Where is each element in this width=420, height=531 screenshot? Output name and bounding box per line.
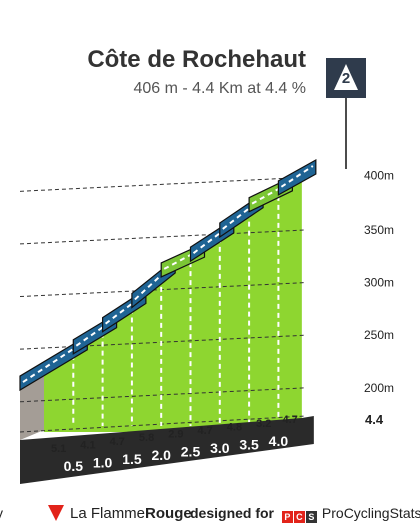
category-number: 2 bbox=[341, 70, 351, 87]
distance-label-1.0: 1.0 bbox=[93, 454, 113, 470]
gridline-200 bbox=[19, 387, 306, 403]
distance-label-3.5: 3.5 bbox=[239, 436, 259, 452]
gradient-label-2: 4.7 bbox=[110, 436, 125, 448]
gridline-base bbox=[19, 415, 306, 433]
gridline-300 bbox=[19, 282, 306, 298]
category-badge: 2 bbox=[326, 58, 366, 98]
brand-accent: Rouge bbox=[145, 505, 192, 522]
elevation-labels: 400m 350m 300m 250m 200m bbox=[364, 168, 394, 394]
gridline-400 bbox=[19, 176, 306, 192]
gradient-label-7: 3.2 bbox=[256, 418, 271, 430]
pcs-letter-s: S bbox=[305, 511, 317, 523]
elevation-label-300: 300m bbox=[364, 276, 394, 290]
km-dividers bbox=[72, 195, 280, 426]
gradient-label-0: 5.1 bbox=[51, 443, 66, 455]
gradient-label-3: 5.8 bbox=[139, 432, 154, 444]
pcs-name: ProCyclingStats bbox=[321, 505, 420, 521]
flame-icon bbox=[48, 505, 64, 521]
strip-face bbox=[20, 416, 314, 484]
pcs-letter-p: P bbox=[281, 511, 293, 523]
gradient-label-6: 4.8 bbox=[227, 421, 242, 433]
mountain-icon bbox=[334, 64, 358, 90]
profile-side bbox=[20, 373, 44, 440]
designed-for-label: designed for bbox=[190, 505, 275, 521]
distance-labels: 0.5 1.0 1.5 2.0 2.5 3.0 3.5 4.0 4.4 bbox=[64, 412, 384, 474]
distance-label-2.5: 2.5 bbox=[181, 444, 201, 460]
elevation-label-200: 200m bbox=[364, 381, 394, 395]
climb-subtitle: 406 m - 4.4 Km at 4.4 % bbox=[133, 80, 306, 97]
gridline-350 bbox=[19, 229, 306, 245]
elevation-label-350: 350m bbox=[364, 223, 394, 237]
gradient-labels: 5.1 4.1 4.7 5.8 2.9 4.7 4.8 3.2 4.7 bbox=[51, 414, 298, 455]
distance-label-3.0: 3.0 bbox=[210, 440, 230, 456]
distance-label-4.0: 4.0 bbox=[269, 433, 289, 449]
elevation-label-250: 250m bbox=[364, 328, 394, 342]
distance-label-0.5: 0.5 bbox=[64, 458, 84, 474]
gridlines bbox=[19, 176, 306, 433]
segment-centreline-0 bbox=[22, 340, 85, 383]
elevation-label-400: 400m bbox=[364, 168, 394, 182]
segment-centreline-4 bbox=[163, 248, 202, 270]
climb-title: Côte de Rochehaut bbox=[87, 46, 306, 73]
gradient-label-4: 2.9 bbox=[168, 429, 183, 441]
distance-strip bbox=[20, 416, 314, 484]
segment-centreline-8 bbox=[280, 165, 314, 188]
pcs-letter-c: C bbox=[293, 511, 305, 523]
distance-label-1.5: 1.5 bbox=[122, 451, 142, 467]
profile-fill bbox=[44, 171, 302, 432]
gradient-label-1: 4.1 bbox=[80, 439, 95, 451]
footer-credit: y bbox=[0, 505, 3, 521]
gridline-250 bbox=[19, 334, 306, 350]
lafammerouge-logo: La FlammeRouge bbox=[36, 505, 192, 522]
segment-centreline-7 bbox=[251, 181, 290, 205]
road-band bbox=[19, 158, 317, 392]
brand-main: La Flamme bbox=[70, 505, 146, 522]
gradient-label-5: 4.7 bbox=[198, 425, 213, 437]
distance-label-2.0: 2.0 bbox=[151, 447, 171, 463]
end-distance-label: 4.4 bbox=[365, 412, 384, 427]
designed-for: designed for P C S ProCyclingStats bbox=[190, 505, 420, 523]
profile-area bbox=[20, 171, 302, 440]
gradient-label-8: 4.7 bbox=[282, 414, 297, 426]
